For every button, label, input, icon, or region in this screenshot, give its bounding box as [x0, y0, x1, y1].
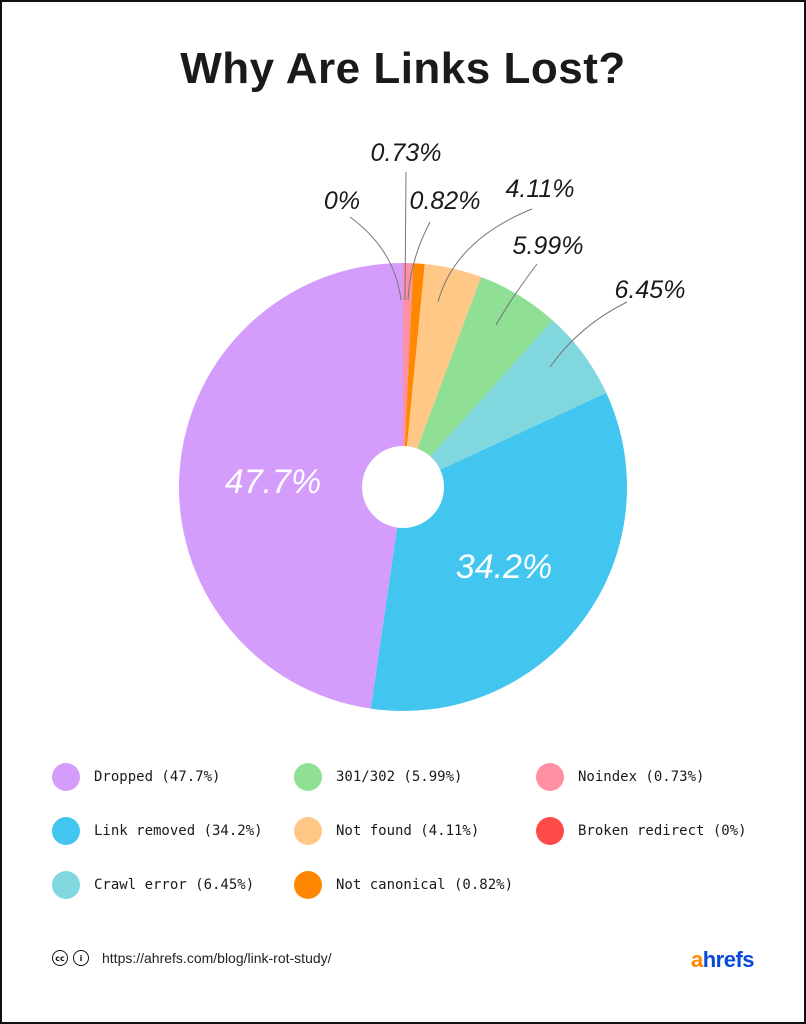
pie-slice-301-302	[403, 277, 553, 487]
pie-slice-noindex	[403, 263, 414, 487]
data-label-crawl-error: 6.45%	[615, 276, 686, 304]
legend-item-dropped: Dropped (47.7%)	[52, 762, 220, 792]
legend-swatch	[294, 817, 322, 845]
legend-swatch	[52, 763, 80, 791]
data-label-link-removed: 34.2%	[456, 548, 552, 586]
data-label-broken-redirect: 0%	[324, 187, 360, 215]
legend-swatch	[52, 817, 80, 845]
legend-item-noindex: Noindex (0.73%)	[536, 762, 704, 792]
legend-swatch	[294, 871, 322, 899]
chart-title: Why Are Links Lost?	[180, 44, 626, 93]
ahrefs-logo: ahrefs	[690, 947, 755, 972]
data-label-noindex: 0.73%	[371, 139, 442, 167]
legend-swatch	[536, 817, 564, 845]
pie-slice-not-found	[403, 264, 481, 487]
data-label-dropped: 47.7%	[225, 463, 321, 501]
legend-item-301-302: 301/302 (5.99%)	[294, 762, 462, 792]
legend-item-broken-redirect: Broken redirect (0%)	[536, 816, 747, 846]
legend-item-not-canonical: Not canonical (0.82%)	[294, 870, 513, 900]
legend-swatch	[536, 763, 564, 791]
legend-item-crawl-error: Crawl error (6.45%)	[52, 870, 254, 900]
legend-item-not-found: Not found (4.11%)	[294, 816, 479, 846]
legend-item-link-removed: Link removed (34.2%)	[52, 816, 263, 846]
creative-commons-icon: cc	[52, 950, 68, 966]
footer: cc i https://ahrefs.com/blog/link-rot-st…	[52, 950, 332, 966]
data-label-not-found: 4.11%	[505, 175, 574, 203]
pie-slice-not-canonical	[403, 263, 425, 487]
legend-swatch	[294, 763, 322, 791]
data-label-not-canonical: 0.82%	[410, 187, 481, 215]
legend-swatch	[52, 871, 80, 899]
donut-hole	[362, 446, 444, 528]
pie-slice-crawl-error	[403, 320, 607, 487]
data-label-301-302: 5.99%	[513, 232, 584, 260]
source-url[interactable]: https://ahrefs.com/blog/link-rot-study/	[102, 950, 332, 966]
leader-lines	[349, 171, 628, 368]
attribution-icon: i	[73, 950, 89, 966]
pie-slice-dropped	[178, 263, 403, 709]
